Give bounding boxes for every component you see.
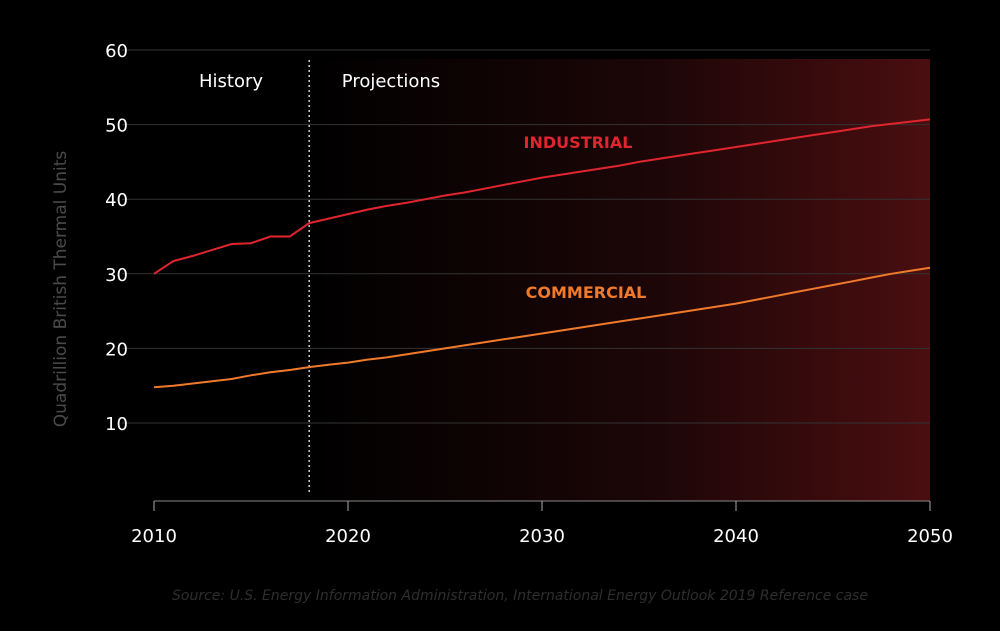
y-axis-title: Quadrillion British Thermal Units — [51, 151, 71, 428]
y-axis: 10 20 30 40 50 60 — [105, 41, 128, 435]
x-tick-label: 2020 — [325, 526, 371, 547]
region-history-label: History — [199, 71, 263, 92]
x-axis: 2010 2020 2030 2040 2050 — [131, 501, 953, 547]
region-projections-label: Projections — [342, 71, 440, 92]
projection-shading — [308, 59, 930, 501]
series-label-commercial: COMMERCIAL — [526, 283, 647, 302]
y-tick-label: 10 — [105, 414, 128, 435]
y-tick-label: 20 — [105, 339, 128, 360]
x-tick-label: 2040 — [713, 526, 759, 547]
x-tick-label: 2030 — [519, 526, 565, 547]
gridlines — [122, 49, 930, 424]
y-tick-label: 50 — [105, 116, 128, 137]
y-tick-label: 60 — [105, 41, 128, 62]
series-lines — [153, 118, 931, 389]
y-tick-label: 30 — [105, 265, 128, 286]
series-label-industrial: INDUSTRIAL — [524, 133, 633, 152]
series-line-commercial — [153, 266, 931, 389]
x-tick-label: 2050 — [907, 526, 953, 547]
series-line-industrial — [153, 118, 931, 275]
x-tick-label: 2010 — [131, 526, 177, 547]
source-note: Source: U.S. Energy Information Administ… — [172, 588, 868, 604]
y-tick-label: 40 — [105, 190, 128, 211]
